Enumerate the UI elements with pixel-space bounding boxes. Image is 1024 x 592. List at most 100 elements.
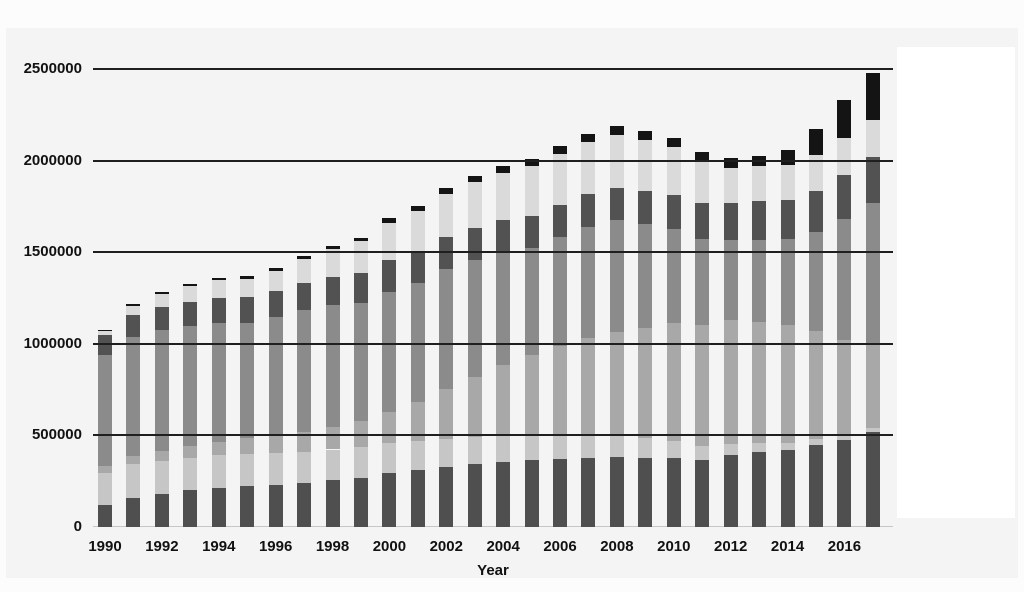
bar-2007-segment-6-very-light-gray <box>581 142 596 195</box>
bar-2005-segment-7-black-cap <box>524 158 539 167</box>
bar-1999-segment-2-light-gray <box>353 447 368 478</box>
bar-2005-segment-5-dark-gray-upper <box>524 215 539 248</box>
bar-2006-segment-6-very-light-gray <box>553 153 568 206</box>
bar-1991-segment-1-dark-gray-bottom <box>126 497 141 527</box>
bar-1995-segment-2-light-gray <box>240 453 255 486</box>
bar-1995-segment-3-medium-light-gray <box>240 438 255 454</box>
bar-2010-segment-6-very-light-gray <box>666 147 681 195</box>
x-tick-label-2002: 2002 <box>429 538 463 555</box>
bar-2000-segment-2-light-gray <box>382 442 397 473</box>
bar-1997-segment-3-medium-light-gray <box>297 431 312 452</box>
bar-2014-segment-7-black-cap <box>780 150 795 165</box>
bar-2011-segment-2-light-gray <box>695 445 710 460</box>
bar-1997-segment-4-medium-gray <box>297 310 312 432</box>
bar-1993-segment-3-medium-light-gray <box>183 445 198 458</box>
bar-1991 <box>126 0 141 527</box>
bar-1992-segment-3-medium-light-gray <box>154 450 169 462</box>
bar-2010 <box>666 0 681 527</box>
bar-2000-segment-6-very-light-gray <box>382 222 397 260</box>
bar-1997-segment-6-very-light-gray <box>297 258 312 283</box>
x-tick-label-2008: 2008 <box>600 538 634 555</box>
bar-2013-segment-5-dark-gray-upper <box>752 201 767 240</box>
bar-2004-segment-3-medium-light-gray <box>496 364 511 437</box>
bar-1999-segment-6-very-light-gray <box>353 241 368 273</box>
bar-2008 <box>609 0 624 527</box>
bar-2002-segment-3-medium-light-gray <box>439 389 454 439</box>
bar-2000-segment-1-dark-gray-bottom <box>382 472 397 527</box>
bar-1999-segment-4-medium-gray <box>353 302 368 421</box>
bar-1996-segment-2-light-gray <box>268 453 283 485</box>
bar-2015 <box>809 0 823 527</box>
bar-2014-segment-3-medium-light-gray <box>780 325 795 443</box>
bar-2016-segment-1-dark-gray-bottom <box>837 439 852 527</box>
bar-2006-segment-7-black-cap <box>553 145 568 154</box>
bar-2006-segment-4-medium-gray <box>553 237 568 346</box>
bar-2003-segment-4-medium-gray <box>467 260 482 377</box>
bar-2012 <box>723 0 738 527</box>
bar-1990-segment-2-light-gray <box>98 472 112 505</box>
bar-2009-segment-1-dark-gray-bottom <box>638 457 653 527</box>
y-tick-label-2000000: 2000000 <box>23 151 82 169</box>
bar-1998-segment-5-dark-gray-upper <box>325 276 340 305</box>
bar-2015-segment-5-dark-gray-upper <box>809 190 823 233</box>
bar-2003-segment-2-light-gray <box>467 437 482 464</box>
bar-1997-segment-2-light-gray <box>297 451 312 484</box>
bar-2017-segment-5-dark-gray-upper <box>865 156 880 203</box>
bar-2016-segment-3-medium-light-gray <box>837 340 852 436</box>
bar-1994-segment-3-medium-light-gray <box>211 441 226 456</box>
bar-2015-segment-1-dark-gray-bottom <box>809 444 823 527</box>
bar-2012-segment-2-light-gray <box>723 443 738 455</box>
bar-2015-segment-6-very-light-gray <box>809 155 823 191</box>
bar-2008-segment-5-dark-gray-upper <box>609 187 624 220</box>
x-tick-label-1994: 1994 <box>202 538 236 555</box>
bar-1999-segment-5-dark-gray-upper <box>353 272 368 303</box>
x-tick-label-2006: 2006 <box>543 538 577 555</box>
bar-1999-segment-1-dark-gray-bottom <box>353 477 368 527</box>
bar-1995-segment-4-medium-gray <box>240 322 255 439</box>
bar-2011-segment-6-very-light-gray <box>695 161 710 204</box>
x-tick-label-2010: 2010 <box>657 538 691 555</box>
bar-2002-segment-1-dark-gray-bottom <box>439 466 454 527</box>
bar-2015-segment-3-medium-light-gray <box>809 330 823 440</box>
bar-2010-segment-5-dark-gray-upper <box>666 194 681 229</box>
bar-2005-segment-3-medium-light-gray <box>524 354 539 436</box>
bar-2007-segment-3-medium-light-gray <box>581 338 596 436</box>
bar-2008-segment-1-dark-gray-bottom <box>609 457 624 527</box>
bar-2003-segment-7-black-cap <box>467 175 482 183</box>
x-tick-label-2000: 2000 <box>372 538 407 555</box>
bar-2004-segment-4-medium-gray <box>496 252 511 365</box>
bar-1994-segment-7-black-cap <box>211 277 226 281</box>
bar-1999-segment-3-medium-light-gray <box>353 420 368 448</box>
bar-1996-segment-1-dark-gray-bottom <box>268 484 283 527</box>
bar-2004-segment-6-very-light-gray <box>496 172 511 221</box>
bar-1992-segment-7-black-cap <box>154 292 169 295</box>
x-tick-label-1996: 1996 <box>258 538 293 555</box>
bar-2000-segment-7-black-cap <box>382 217 397 223</box>
bar-1992-segment-6-very-light-gray <box>154 294 169 308</box>
bar-1999-segment-7-black-cap <box>353 237 368 242</box>
bar-2007-segment-2-light-gray <box>581 435 596 459</box>
bar-2005-segment-4-medium-gray <box>524 247 539 355</box>
gridline-1000000 <box>93 342 893 345</box>
bar-2001 <box>410 0 425 527</box>
y-tick-label-2500000: 2500000 <box>23 60 82 77</box>
bar-2005 <box>524 0 539 527</box>
y-tick-label-500000: 500000 <box>31 426 82 444</box>
bar-1996-segment-4-medium-gray <box>268 317 283 436</box>
bar-1993-segment-6-very-light-gray <box>183 286 198 303</box>
bar-2013-segment-2-light-gray <box>752 442 767 452</box>
bar-2015-segment-7-black-cap <box>809 129 823 156</box>
bar-2009-segment-3-medium-light-gray <box>638 327 653 438</box>
bar-2013 <box>752 0 767 527</box>
bar-2013-segment-3-medium-light-gray <box>752 321 767 443</box>
bar-1993-segment-5-dark-gray-upper <box>183 302 198 326</box>
bar-2014-segment-1-dark-gray-bottom <box>780 449 795 527</box>
bar-2001-segment-1-dark-gray-bottom <box>410 470 425 527</box>
bar-1998 <box>325 0 340 527</box>
bar-1997 <box>297 0 312 527</box>
bar-1992-segment-1-dark-gray-bottom <box>154 494 169 527</box>
bar-1994-segment-6-very-light-gray <box>211 280 226 298</box>
bar-2010-segment-2-light-gray <box>666 440 681 458</box>
bar-2015-segment-4-medium-gray <box>809 232 823 331</box>
bar-2016 <box>837 0 852 527</box>
